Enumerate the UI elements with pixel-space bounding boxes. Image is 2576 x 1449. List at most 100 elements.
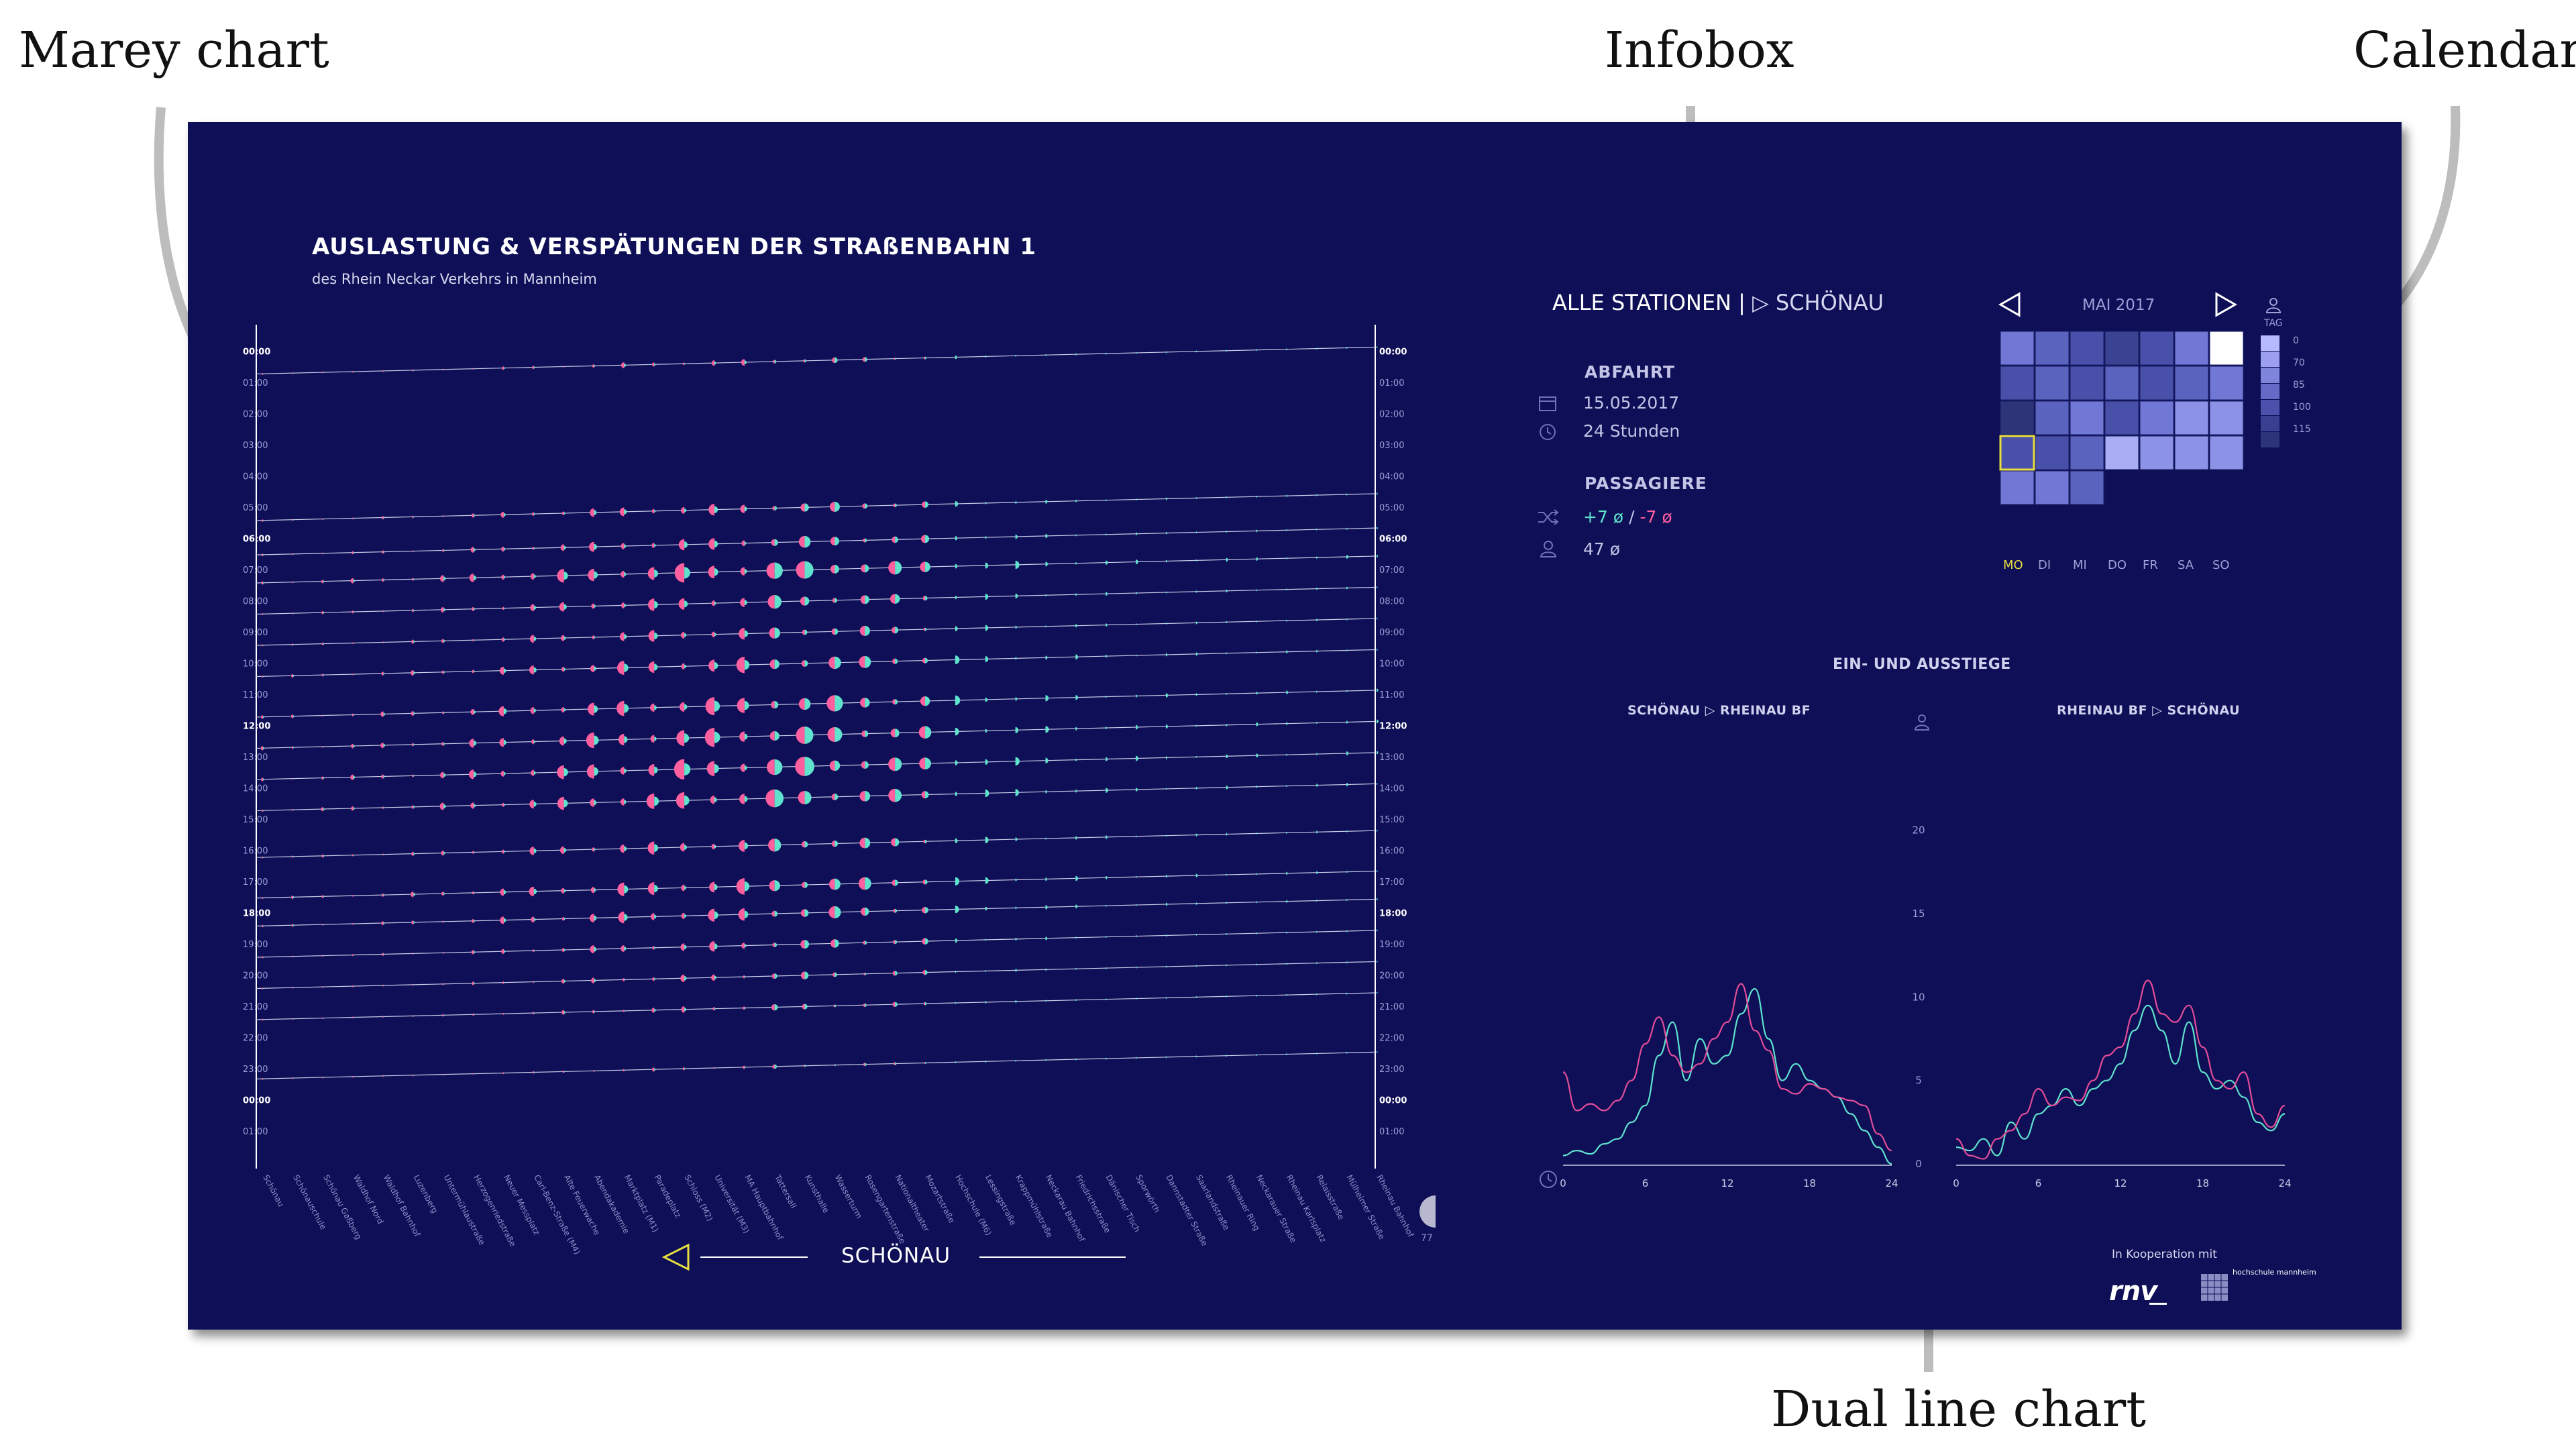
alighting-marker: [835, 906, 841, 918]
alighting-marker: [925, 906, 928, 914]
boarding-marker: [738, 908, 745, 921]
boarding-marker: [352, 922, 354, 925]
alighting-marker: [624, 736, 628, 743]
boarding-marker: [680, 631, 685, 639]
alighting-marker: [564, 799, 568, 808]
alighting-marker: [1226, 692, 1228, 695]
alighting-marker: [323, 1017, 324, 1019]
alighting-marker: [744, 881, 750, 892]
weekday-label[interactable]: DO: [2108, 558, 2127, 572]
alighting-marker: [1226, 902, 1228, 904]
alighting-marker: [503, 918, 506, 923]
alighting-marker: [503, 576, 506, 579]
alighting-marker: [925, 596, 928, 601]
boarding-marker: [681, 1006, 685, 1013]
alighting-marker: [443, 892, 445, 896]
boarding-marker: [501, 637, 504, 642]
alighting-marker: [533, 513, 535, 516]
weekday-label[interactable]: DI: [2038, 558, 2051, 572]
boarding-marker: [740, 504, 745, 514]
alighting-marker: [985, 729, 987, 733]
boarding-marker: [767, 759, 775, 775]
boarding-marker: [411, 805, 414, 809]
boarding-marker: [470, 547, 474, 553]
weekday-label[interactable]: MI: [2073, 558, 2087, 572]
alighting-marker: [1015, 625, 1017, 629]
alighting-marker: [1195, 559, 1197, 562]
boarding-marker: [766, 562, 775, 579]
alighting-marker: [383, 743, 386, 747]
calendar-month: MAI 2017: [2082, 297, 2155, 314]
alighting-marker: [714, 797, 717, 803]
alighting-marker: [865, 625, 870, 636]
boarding-marker: [412, 1074, 414, 1077]
passagiere-title: PASSAGIERE: [1585, 474, 1707, 493]
boarding-marker: [471, 606, 474, 612]
alighting-marker: [624, 603, 627, 608]
boarding-marker: [892, 879, 896, 886]
x-tick-label: 18: [2196, 1177, 2209, 1189]
boarding-marker: [381, 515, 384, 520]
boarding-marker: [588, 568, 594, 582]
alighting-marker: [1346, 527, 1348, 530]
alighting-marker: [1045, 790, 1047, 794]
boarding-marker: [618, 911, 625, 924]
alighting-marker: [1165, 997, 1167, 1000]
boarding-marker: [771, 910, 775, 917]
boarding-marker: [741, 943, 745, 949]
weekday-label[interactable]: FR: [2143, 558, 2158, 572]
alighting-marker: [533, 848, 537, 854]
calendar-next-icon[interactable]: [2214, 291, 2238, 318]
boarding-marker: [652, 362, 655, 367]
alighting-marker: [1316, 649, 1318, 653]
alighting-marker: [804, 561, 814, 579]
boarding-marker: [352, 673, 354, 676]
time-tick-label: 06:00: [1379, 535, 1407, 545]
boarding-marker: [563, 366, 564, 368]
calendar-prev-icon[interactable]: [1998, 291, 2022, 318]
all-stations-link[interactable]: ALLE STATIONEN: [1552, 290, 1731, 315]
boarding-marker: [892, 627, 896, 634]
alighting-marker: [1226, 833, 1228, 836]
legend-swatch: [2261, 335, 2279, 351]
alighting-marker: [865, 595, 869, 604]
alighting-marker: [263, 778, 264, 781]
alighting-marker: [1377, 829, 1378, 832]
alighting-marker: [474, 982, 475, 985]
nav-back-icon[interactable]: [661, 1242, 691, 1272]
alighting-marker: [564, 738, 567, 744]
alighting-marker: [774, 562, 783, 579]
calendar-day-cell: [2035, 366, 2070, 400]
alighting-marker: [714, 975, 716, 980]
alighting-marker: [323, 643, 325, 645]
boarding-marker: [381, 578, 384, 582]
boarding-marker: [738, 840, 745, 852]
header-separator: |: [1738, 290, 1746, 315]
boarding-marker: [561, 888, 564, 894]
alighting-marker: [323, 955, 324, 957]
alighting-marker: [1045, 354, 1046, 356]
alighting-marker: [925, 726, 932, 739]
alighting-marker: [443, 608, 445, 612]
boarding-marker: [531, 769, 534, 776]
alighting-marker: [292, 553, 294, 555]
weekday-label[interactable]: SO: [2212, 558, 2230, 572]
alighting-marker: [1015, 906, 1017, 910]
boarding-marker: [590, 798, 594, 807]
weekday-label[interactable]: MO: [2003, 558, 2023, 572]
boarding-marker: [352, 713, 354, 716]
weekday-label[interactable]: SA: [2178, 558, 2194, 572]
boarding-marker: [648, 598, 655, 611]
alighting-marker: [1136, 694, 1138, 698]
calendar-grid[interactable]: [1999, 330, 2267, 531]
dual-line-chart[interactable]: 0 5 10 15 20 0 6 12 18 24 0 6 12 18 24: [188, 122, 2402, 1330]
alighting-marker: [1195, 902, 1197, 905]
alighting-marker: [804, 841, 808, 848]
alighting-marker: [1165, 351, 1167, 354]
boarding-marker: [892, 658, 896, 664]
boarding-marker: [351, 806, 354, 811]
alighting-marker: [684, 885, 687, 890]
marey-chart[interactable]: 00:00 00:00 01:00 01:00 02:00 02:00 03:00 03:00…: [188, 122, 1462, 1330]
direction-label[interactable]: SCHÖNAU: [1775, 290, 1884, 315]
boarding-marker: [502, 981, 504, 984]
